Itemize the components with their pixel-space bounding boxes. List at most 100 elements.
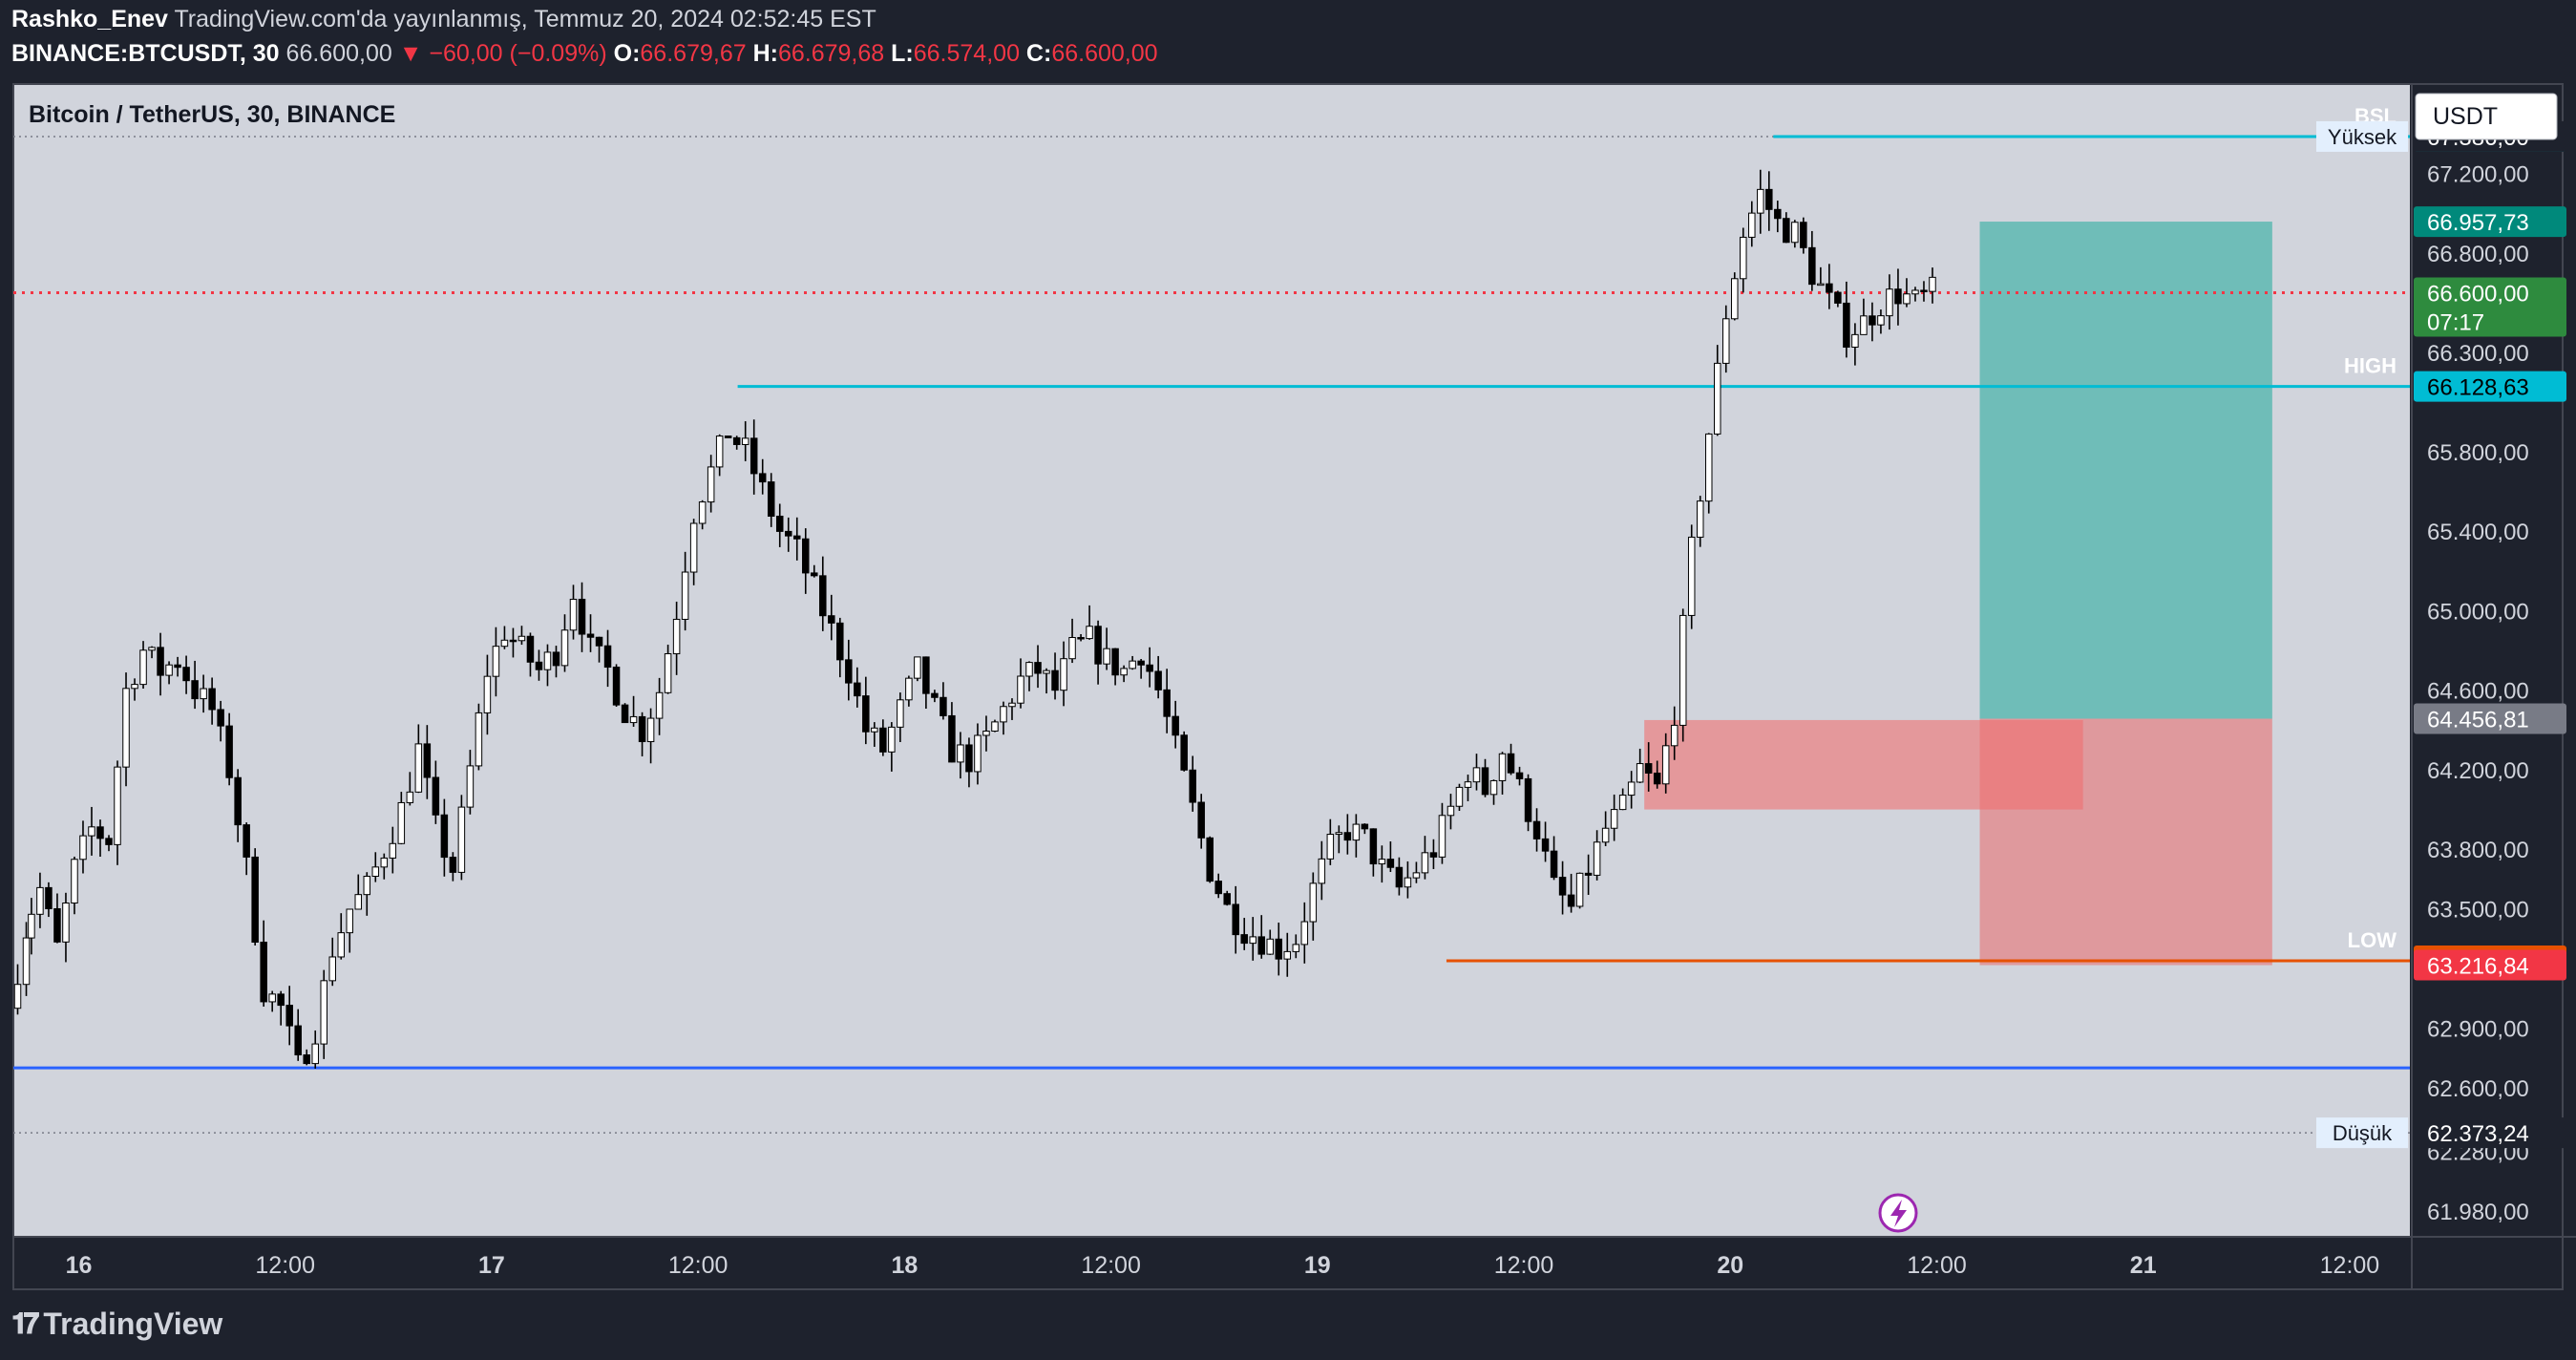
candle[interactable] (1343, 832, 1352, 841)
candle[interactable] (672, 618, 681, 655)
candle[interactable] (88, 826, 95, 837)
candle[interactable] (62, 903, 70, 943)
candle[interactable] (1283, 950, 1292, 960)
candle[interactable] (1129, 660, 1136, 669)
candle[interactable] (389, 842, 397, 859)
candle[interactable] (432, 776, 440, 816)
candle[interactable] (732, 436, 741, 445)
candle[interactable] (629, 715, 638, 724)
candle[interactable] (96, 826, 104, 839)
candle[interactable] (1249, 936, 1256, 945)
candle[interactable] (1068, 637, 1076, 660)
candle[interactable] (612, 667, 621, 706)
candle[interactable] (862, 695, 870, 733)
candle[interactable] (1232, 903, 1239, 936)
candle[interactable] (191, 680, 199, 700)
candle[interactable] (1386, 859, 1395, 868)
candle[interactable] (1661, 745, 1670, 785)
candle[interactable] (948, 714, 956, 763)
candle[interactable] (819, 575, 827, 617)
candle[interactable] (922, 656, 930, 694)
order-block-zone[interactable] (1644, 719, 2083, 810)
candle[interactable] (775, 515, 784, 532)
price-axis[interactable] (2412, 84, 2576, 1237)
candle[interactable] (1421, 852, 1429, 874)
candle[interactable] (1575, 872, 1584, 907)
candle[interactable] (466, 765, 475, 808)
candle[interactable] (560, 629, 569, 667)
candle[interactable] (811, 572, 818, 577)
candle[interactable] (1498, 753, 1507, 781)
candle[interactable] (638, 715, 646, 743)
candle[interactable] (1481, 767, 1489, 796)
candle[interactable] (1472, 767, 1481, 783)
candle[interactable] (965, 744, 973, 773)
candle[interactable] (1137, 660, 1145, 666)
candle[interactable] (303, 1054, 310, 1065)
candle[interactable] (1558, 877, 1567, 896)
candle[interactable] (1532, 820, 1541, 839)
candle[interactable] (1903, 293, 1911, 305)
candle[interactable] (1877, 315, 1885, 326)
candle[interactable] (707, 466, 715, 503)
candle[interactable] (1043, 669, 1050, 674)
candle[interactable] (1404, 877, 1412, 888)
candle[interactable] (1025, 662, 1033, 677)
candle[interactable] (45, 886, 53, 909)
candle[interactable] (1740, 236, 1747, 280)
candle[interactable] (1000, 706, 1007, 723)
candle[interactable] (1791, 222, 1799, 244)
candle[interactable] (595, 636, 603, 647)
candle[interactable] (200, 688, 207, 700)
candle[interactable] (1843, 302, 1850, 348)
candle[interactable] (543, 651, 552, 670)
candle[interactable] (1869, 315, 1876, 326)
candle[interactable] (53, 907, 61, 943)
candle[interactable] (1008, 702, 1016, 708)
candle[interactable] (1704, 433, 1713, 502)
candle[interactable] (122, 688, 130, 768)
candle[interactable] (1489, 779, 1498, 796)
candle[interactable] (784, 530, 792, 537)
candle[interactable] (1808, 246, 1816, 286)
candle[interactable] (1774, 208, 1782, 220)
candle[interactable] (914, 656, 921, 679)
candle[interactable] (475, 712, 483, 767)
candle[interactable] (1438, 815, 1446, 858)
candle[interactable] (526, 635, 535, 663)
candle[interactable] (225, 725, 233, 778)
candle[interactable] (1326, 834, 1335, 860)
candle[interactable] (741, 437, 750, 445)
candle[interactable] (217, 709, 224, 727)
candle[interactable] (1757, 188, 1764, 214)
candle[interactable] (689, 522, 698, 573)
candle[interactable] (1369, 828, 1378, 865)
candle[interactable] (1309, 882, 1318, 923)
candle[interactable] (1610, 809, 1618, 829)
candle[interactable] (879, 727, 887, 753)
candle[interactable] (1086, 626, 1093, 640)
candle[interactable] (940, 696, 947, 716)
candle[interactable] (483, 675, 492, 713)
candle[interactable] (793, 535, 801, 540)
candle[interactable] (758, 473, 767, 483)
candle[interactable] (1627, 781, 1636, 797)
target-zone[interactable] (1979, 222, 2272, 719)
candle[interactable] (982, 731, 990, 736)
candle[interactable] (1060, 658, 1067, 691)
time-axis[interactable] (13, 1237, 2410, 1289)
currency-button[interactable] (2415, 93, 2558, 140)
candle[interactable] (1731, 278, 1739, 320)
candle[interactable] (552, 651, 560, 667)
candle[interactable] (1206, 837, 1214, 882)
candle[interactable] (621, 704, 629, 724)
candle[interactable] (1361, 823, 1369, 830)
candle[interactable] (724, 436, 732, 438)
candle[interactable] (346, 908, 354, 934)
candle[interactable] (440, 814, 449, 859)
candle[interactable] (854, 682, 861, 697)
candle[interactable] (931, 692, 939, 698)
candle[interactable] (371, 866, 380, 877)
candle[interactable] (957, 744, 964, 763)
candle[interactable] (1189, 769, 1196, 803)
